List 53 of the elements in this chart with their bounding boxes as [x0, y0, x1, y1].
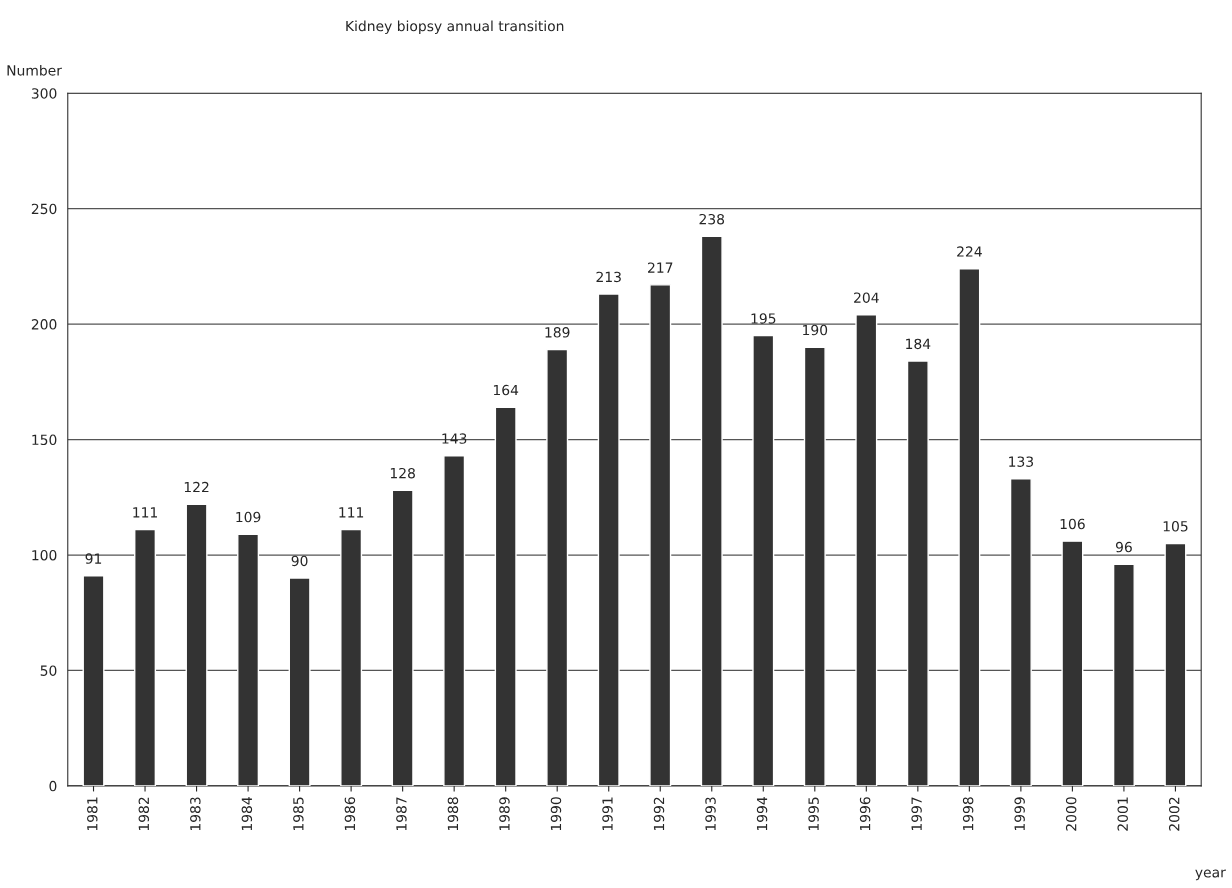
x-tick-label: 1991	[602, 797, 613, 831]
data-label: 133	[1009, 456, 1034, 467]
data-label: 217	[648, 262, 673, 273]
x-tick-label: 2000	[1065, 797, 1077, 831]
x-tick-label: 1994	[756, 797, 768, 831]
y-tick-label: 50	[40, 665, 57, 676]
y-axis-title: Number	[7, 64, 62, 76]
x-tick-label: 1996	[859, 797, 871, 831]
x-tick-label: 1989	[499, 797, 510, 831]
x-tick-label: 1986	[344, 797, 356, 831]
x-tick-label: 1993	[705, 797, 716, 831]
y-tick-label: 150	[32, 434, 57, 446]
y-tick-label: 250	[31, 203, 57, 215]
x-tick-label: 1985	[293, 797, 304, 831]
data-label: 109	[236, 511, 261, 523]
data-label: 195	[751, 313, 776, 324]
x-tick-label: 1990	[550, 797, 562, 831]
data-label: 184	[906, 338, 931, 350]
x-tick-label: 1981	[87, 797, 98, 831]
y-tick-label: 100	[32, 549, 57, 561]
x-tick-label: 1982	[138, 797, 150, 831]
x-tick-label: 2001	[1117, 797, 1128, 831]
data-label: 224	[957, 246, 982, 257]
data-label: 213	[596, 271, 621, 283]
data-label: 96	[1115, 541, 1132, 553]
data-label: 190	[803, 324, 828, 336]
x-axis-title: year	[1195, 869, 1226, 881]
x-tick-label: 1997	[911, 797, 922, 831]
chart-title: Kidney biopsy annual transition	[346, 20, 564, 34]
data-label: 204	[854, 292, 879, 303]
x-tick-label: 1999	[1014, 797, 1025, 831]
data-label: 128	[390, 467, 415, 479]
data-label: 111	[339, 507, 364, 518]
x-tick-label: 1987	[396, 797, 407, 831]
x-tick-label: 1988	[447, 797, 459, 831]
data-label: 90	[291, 555, 308, 567]
x-tick-label: 1998	[962, 797, 974, 831]
data-label: 105	[1163, 521, 1188, 532]
y-tick-label: 0	[49, 780, 57, 792]
y-tick-label: 300	[31, 88, 57, 99]
data-label: 189	[545, 327, 570, 338]
x-tick-label: 2002	[1168, 797, 1180, 831]
data-label: 122	[184, 481, 209, 493]
x-tick-label: 1995	[808, 797, 819, 831]
x-tick-label: 1984	[241, 797, 253, 831]
data-label: 111	[133, 507, 158, 518]
data-label: 238	[699, 213, 725, 225]
data-label: 91	[85, 553, 102, 564]
y-tick-label: 200	[31, 319, 57, 330]
x-tick-label: 1983	[190, 797, 201, 831]
x-tick-label: 1992	[653, 797, 665, 831]
data-label: 106	[1060, 518, 1085, 530]
data-label: 164	[493, 384, 519, 396]
